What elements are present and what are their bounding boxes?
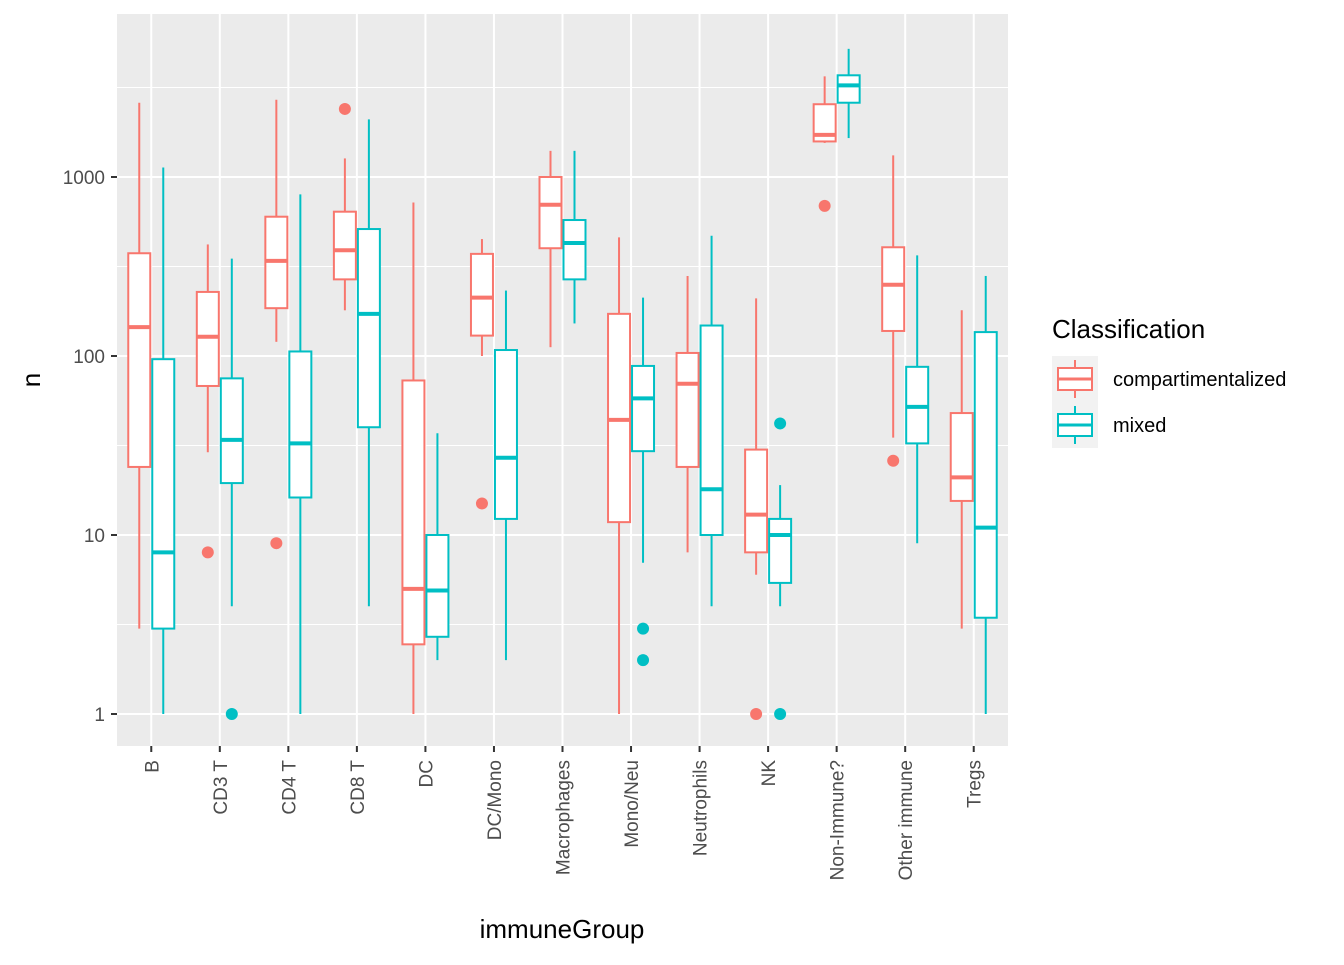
box-mixed bbox=[151, 167, 176, 714]
box-compartimentalized bbox=[812, 76, 837, 212]
box-compartimentalized bbox=[949, 310, 974, 629]
y-axis: 1 10 100 1000 bbox=[63, 168, 117, 726]
x-tick-label: Non-Immune? bbox=[828, 760, 849, 880]
iqr-box bbox=[812, 103, 837, 143]
x-tick-label: B bbox=[142, 760, 163, 773]
iqr-box bbox=[127, 252, 152, 468]
outlier-point bbox=[225, 708, 238, 720]
x-tick-label: NK bbox=[759, 760, 780, 787]
legend-label: mixed bbox=[1113, 415, 1166, 437]
box-mixed bbox=[905, 255, 930, 544]
outlier-point bbox=[774, 708, 787, 720]
box-compartimentalized bbox=[195, 244, 220, 559]
iqr-box bbox=[195, 290, 220, 387]
legend-title: Classification bbox=[1052, 314, 1205, 344]
box-compartimentalized bbox=[264, 99, 289, 550]
box-mixed bbox=[288, 194, 313, 714]
outlier-point bbox=[774, 417, 787, 430]
outlier-point bbox=[887, 454, 900, 467]
y-tick-label: 1 bbox=[94, 705, 105, 726]
x-tick-label: DC/Mono bbox=[485, 760, 506, 840]
iqr-box bbox=[425, 534, 450, 638]
x-tick-label: CD4 T bbox=[279, 760, 300, 815]
iqr-box bbox=[949, 412, 974, 502]
iqr-box bbox=[562, 219, 587, 281]
x-axis: B CD3 T CD4 T CD8 T DC DC/Mono Macrophages Mono… bbox=[142, 746, 986, 880]
x-tick-label: CD3 T bbox=[211, 760, 232, 815]
box-compartimentalized bbox=[401, 202, 426, 714]
outlier-point bbox=[338, 102, 351, 115]
outlier-point bbox=[201, 546, 214, 559]
legend: Classification compartimentalized mixed bbox=[1052, 314, 1286, 448]
iqr-box bbox=[493, 349, 518, 520]
box-compartimentalized bbox=[744, 298, 769, 720]
y-tick-label: 100 bbox=[73, 347, 105, 368]
iqr-box bbox=[469, 252, 494, 337]
x-axis-title: immuneGroup bbox=[480, 914, 645, 944]
iqr-box bbox=[332, 210, 357, 281]
box-mixed bbox=[768, 417, 793, 720]
box-compartimentalized bbox=[607, 237, 632, 714]
legend-entry: mixed bbox=[1052, 402, 1166, 448]
iqr-box bbox=[288, 350, 313, 499]
x-tick-label: Neutrophils bbox=[691, 760, 712, 856]
outlier-point bbox=[637, 622, 650, 635]
iqr-box bbox=[356, 228, 381, 429]
box-mixed bbox=[425, 433, 450, 661]
iqr-box bbox=[631, 364, 656, 453]
box-compartimentalized bbox=[469, 239, 494, 510]
box-mixed bbox=[699, 235, 724, 607]
box-compartimentalized bbox=[675, 275, 700, 553]
y-tick-label: 10 bbox=[84, 526, 105, 547]
box-compartimentalized bbox=[538, 150, 563, 348]
outlier-point bbox=[750, 708, 763, 720]
legend-label: compartimentalized bbox=[1113, 369, 1286, 391]
x-tick-label: Mono/Neu bbox=[622, 760, 643, 848]
iqr-box bbox=[973, 331, 998, 619]
box-mixed bbox=[562, 150, 587, 324]
boxes bbox=[127, 48, 998, 720]
iqr-box bbox=[151, 358, 176, 630]
outlier-point bbox=[270, 537, 283, 550]
box-mixed bbox=[631, 297, 656, 667]
box-mixed bbox=[356, 119, 381, 607]
y-axis-title: n bbox=[16, 373, 46, 387]
outlier-point bbox=[818, 199, 831, 212]
x-tick-label: Tregs bbox=[965, 760, 986, 808]
x-tick-label: Macrophages bbox=[554, 760, 575, 875]
iqr-box bbox=[836, 74, 861, 104]
x-tick-label: CD8 T bbox=[348, 760, 369, 815]
box-mixed bbox=[493, 290, 518, 661]
box-mixed bbox=[973, 275, 998, 714]
iqr-box bbox=[699, 324, 724, 537]
legend-entry: compartimentalized bbox=[1052, 356, 1286, 402]
outlier-point bbox=[637, 654, 650, 667]
iqr-box bbox=[881, 246, 906, 332]
iqr-box bbox=[538, 176, 563, 250]
iqr-box bbox=[219, 377, 244, 485]
box-mixed bbox=[836, 48, 861, 139]
iqr-box bbox=[744, 448, 769, 554]
box-mixed bbox=[219, 258, 244, 720]
box-compartimentalized bbox=[332, 102, 357, 311]
iqr-box bbox=[675, 351, 700, 468]
outlier-point bbox=[475, 497, 488, 510]
box-compartimentalized bbox=[127, 102, 152, 629]
iqr-box bbox=[401, 379, 426, 646]
x-tick-label: DC bbox=[416, 760, 437, 787]
y-tick-label: 1000 bbox=[63, 168, 105, 189]
box-compartimentalized bbox=[881, 155, 906, 467]
iqr-box bbox=[768, 517, 793, 584]
x-tick-label: Other immune bbox=[896, 760, 917, 880]
